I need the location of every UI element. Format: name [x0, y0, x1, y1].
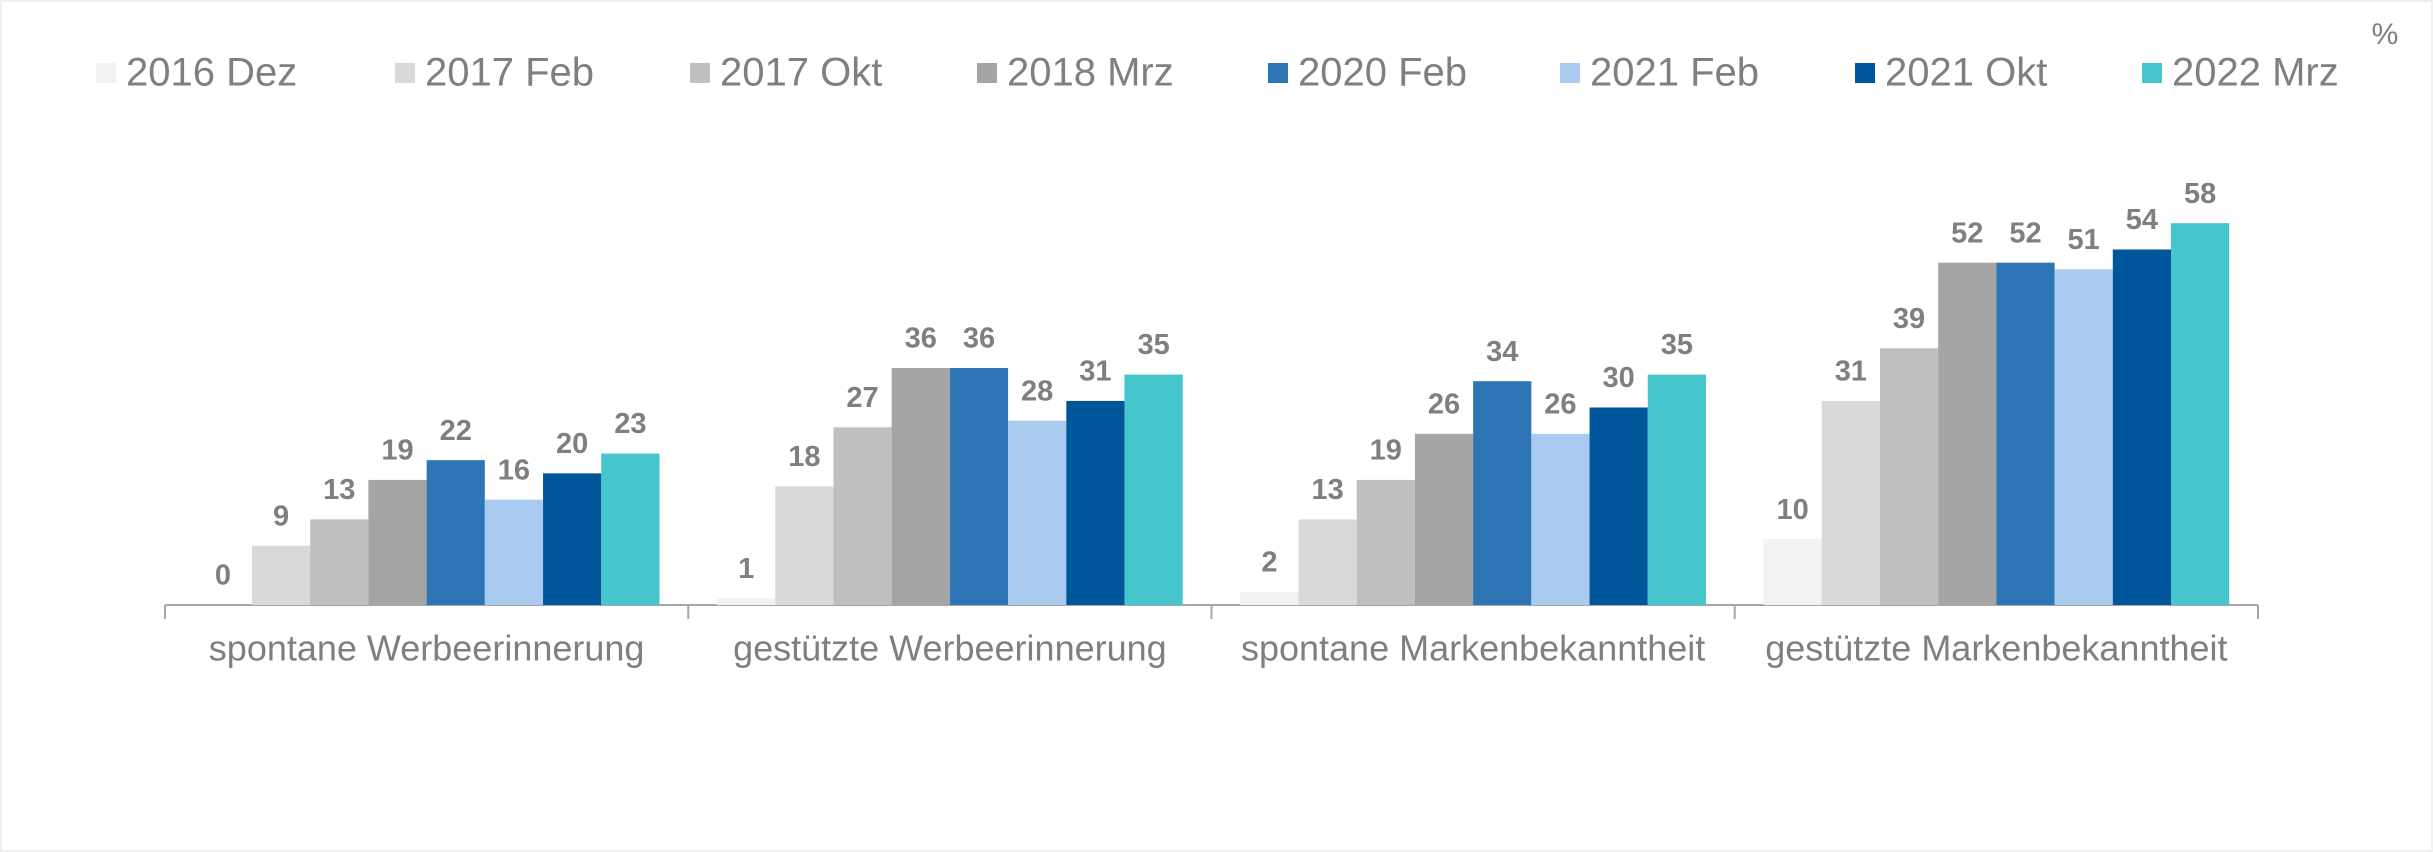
legend-label: 2020 Feb	[1298, 51, 1467, 95]
bar	[2112, 249, 2172, 605]
data-label: 13	[1311, 474, 1343, 506]
bar	[2054, 269, 2113, 605]
bar	[1589, 407, 1648, 605]
data-label: 2	[1261, 546, 1277, 578]
bar	[251, 545, 311, 605]
data-label: 36	[963, 323, 995, 355]
data-label: 54	[2126, 204, 2158, 236]
legend-label: 2022 Mrz	[2172, 51, 2339, 95]
data-label: 13	[323, 474, 355, 506]
data-label: 30	[1603, 362, 1635, 394]
bar	[891, 368, 950, 605]
legend-label: 2017 Okt	[720, 51, 882, 95]
legend-label: 2017 Feb	[425, 51, 594, 95]
legend-swatch	[1560, 63, 1580, 83]
bar	[1531, 433, 1590, 605]
bar	[1124, 374, 1183, 605]
legend-swatch	[395, 63, 415, 83]
data-label: 18	[788, 441, 820, 473]
data-label: 34	[1486, 336, 1518, 368]
data-label: 51	[2068, 224, 2100, 256]
bar	[1763, 539, 1822, 605]
data-label: 9	[273, 500, 289, 532]
legend-label: 2021 Feb	[1590, 51, 1759, 95]
bar	[833, 427, 892, 605]
data-label: 0	[215, 560, 231, 592]
data-label: 20	[556, 428, 588, 460]
bar	[1298, 519, 1357, 605]
legend-swatch	[977, 63, 997, 83]
legend-label: 2016 Dez	[126, 51, 297, 95]
data-label: 19	[1370, 435, 1402, 467]
bar	[717, 598, 776, 605]
data-label: 35	[1661, 329, 1693, 361]
data-label: 52	[2009, 217, 2041, 249]
legend-swatch	[1268, 63, 1288, 83]
legend-label: 2021 Okt	[1885, 51, 2047, 95]
bar	[949, 368, 1009, 605]
data-label: 31	[1079, 356, 1111, 388]
bar	[1879, 348, 1939, 605]
data-label: 26	[1544, 388, 1576, 420]
bar	[2171, 223, 2230, 605]
data-label: 31	[1835, 356, 1867, 388]
bar	[1008, 420, 1067, 605]
data-label: 35	[1137, 329, 1169, 361]
bar	[775, 486, 834, 605]
bar	[1938, 262, 1997, 605]
data-label: 52	[1951, 217, 1983, 249]
data-label: 58	[2184, 178, 2216, 210]
bar	[1996, 262, 2055, 605]
data-label: 28	[1021, 375, 1053, 407]
legend-swatch	[1855, 63, 1875, 83]
bar	[484, 499, 544, 605]
data-label: 10	[1777, 494, 1809, 526]
x-tick-label: gestützte Werbeerinnerung	[733, 628, 1167, 669]
legend-swatch	[690, 63, 710, 83]
bar	[601, 453, 660, 605]
bar	[1821, 400, 1880, 605]
data-label: 26	[1428, 388, 1460, 420]
bar	[543, 473, 602, 605]
data-label: 19	[381, 435, 413, 467]
bar	[1414, 433, 1474, 605]
bar	[1473, 381, 1532, 605]
legend-swatch	[96, 63, 116, 83]
legend-label: 2018 Mrz	[1007, 51, 1174, 95]
bar	[1066, 400, 1125, 605]
data-label: 1	[738, 553, 754, 585]
unit-label: %	[2372, 18, 2399, 51]
x-tick-label: spontane Werbeerinnerung	[209, 628, 645, 669]
data-label: 36	[905, 323, 937, 355]
bar	[1647, 374, 1706, 605]
bar	[368, 479, 427, 605]
data-label: 27	[846, 382, 878, 414]
data-label: 23	[614, 408, 646, 440]
legend-swatch	[2142, 63, 2162, 83]
x-tick-label: gestützte Markenbekanntheit	[1765, 628, 2227, 669]
bar	[426, 460, 485, 605]
data-label: 39	[1893, 303, 1925, 335]
x-tick-label: spontane Markenbekanntheit	[1241, 628, 1705, 669]
data-label: 16	[498, 454, 530, 486]
bar	[1240, 591, 1299, 605]
data-label: 22	[440, 415, 472, 447]
bar	[1356, 479, 1415, 605]
bar	[310, 519, 369, 605]
